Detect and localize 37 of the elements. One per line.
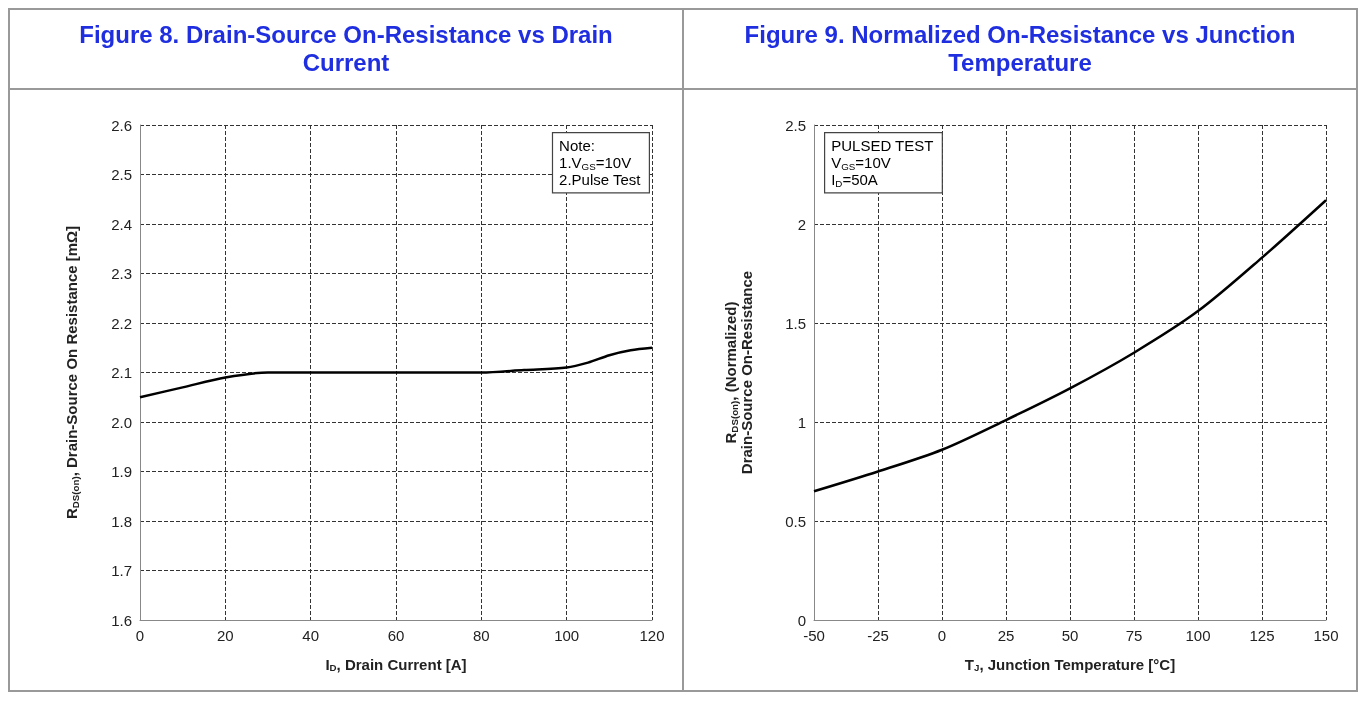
x-axis-title: TJ, Junction Temperature [°C]: [964, 655, 1176, 673]
y-tick-label: 0: [797, 611, 806, 629]
y-tick-label: 2.2: [111, 314, 132, 332]
x-tick-label: 100: [1185, 627, 1211, 644]
y-tick-label: 1: [797, 413, 806, 431]
x-axis-title: ID, Drain Current [A]: [325, 655, 467, 673]
chart-title: Figure 8. Drain-Source On-Resistance vs Drain Current: [10, 10, 682, 90]
y-tick-label: 2.1: [111, 364, 132, 381]
y-tick-label: 2.4: [111, 215, 132, 233]
x-tick-label: -50: [803, 627, 825, 644]
y-tick-label: 1.7: [111, 562, 132, 579]
x-tick-label: -25: [867, 627, 889, 644]
y-tick-label: 2.6: [111, 116, 132, 134]
x-tick-label: 75: [1125, 627, 1143, 644]
y-tick-label: 2.3: [111, 265, 132, 282]
y-tick-label: 1.5: [785, 314, 806, 332]
x-tick-label: 80: [472, 627, 490, 644]
x-tick-label: 20: [216, 627, 234, 644]
x-tick-label: 120: [639, 627, 665, 644]
x-tick-label: 25: [997, 627, 1015, 644]
x-tick-label: 40: [302, 627, 320, 644]
y-tick-label: 1.8: [111, 512, 132, 530]
chart-title: Figure 9. Normalized On-Resistance vs Junction Temperature: [684, 10, 1356, 90]
y-tick-label: 2.5: [785, 116, 806, 134]
x-tick-label: 150: [1313, 627, 1339, 644]
x-tick-label: 50: [1061, 627, 1079, 644]
x-tick-label: 60: [387, 627, 405, 644]
x-tick-label: 100: [554, 627, 580, 644]
y-tick-label: 1.6: [111, 611, 132, 629]
y-tick-label: 2.0: [111, 413, 132, 431]
x-tick-label: 0: [135, 627, 145, 644]
x-tick-label: 125: [1249, 627, 1275, 644]
y-tick-label: 2: [797, 215, 806, 233]
x-tick-label: 0: [937, 627, 947, 644]
y-tick-label: 0.5: [785, 512, 806, 530]
y-tick-label: 2.5: [111, 166, 132, 183]
y-tick-label: 1.9: [111, 463, 132, 480]
